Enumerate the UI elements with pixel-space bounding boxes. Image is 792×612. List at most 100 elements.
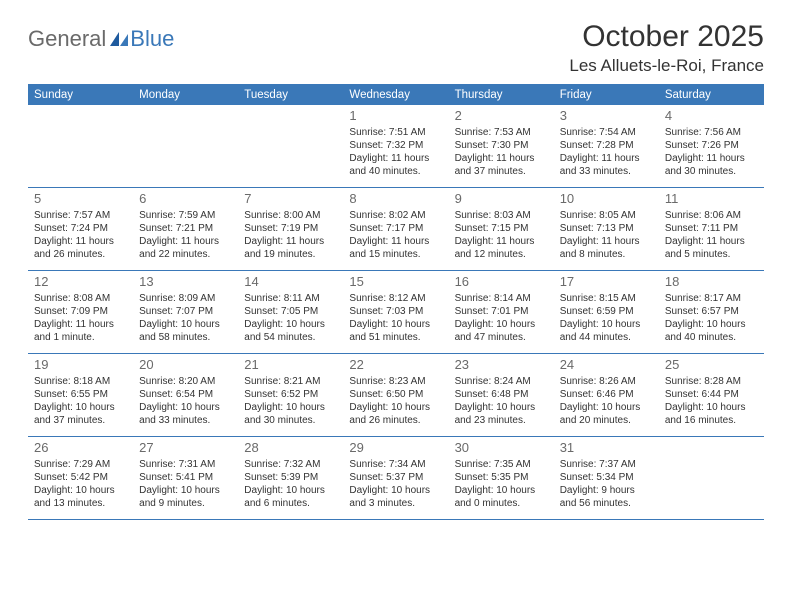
day-number: 20 [139, 357, 232, 374]
day-cell [238, 105, 343, 187]
day-cell: 21Sunrise: 8:21 AMSunset: 6:52 PMDayligh… [238, 354, 343, 436]
daylight-line: Daylight: 10 hours and 23 minutes. [455, 401, 548, 427]
sunrise-line: Sunrise: 7:54 AM [560, 126, 653, 139]
sunrise-line: Sunrise: 8:06 AM [665, 209, 758, 222]
day-number: 17 [560, 274, 653, 291]
day-cell [659, 437, 764, 519]
day-number: 6 [139, 191, 232, 208]
day-number: 16 [455, 274, 548, 291]
sunrise-line: Sunrise: 7:29 AM [34, 458, 127, 471]
daylight-line: Daylight: 10 hours and 33 minutes. [139, 401, 232, 427]
day-cell: 12Sunrise: 8:08 AMSunset: 7:09 PMDayligh… [28, 271, 133, 353]
sunrise-line: Sunrise: 8:11 AM [244, 292, 337, 305]
daylight-line: Daylight: 11 hours and 33 minutes. [560, 152, 653, 178]
day-cell: 5Sunrise: 7:57 AMSunset: 7:24 PMDaylight… [28, 188, 133, 270]
sunrise-line: Sunrise: 8:05 AM [560, 209, 653, 222]
daylight-line: Daylight: 10 hours and 58 minutes. [139, 318, 232, 344]
sunrise-line: Sunrise: 8:18 AM [34, 375, 127, 388]
daylight-line: Daylight: 11 hours and 5 minutes. [665, 235, 758, 261]
weekday-header-row: SundayMondayTuesdayWednesdayThursdayFrid… [28, 85, 764, 105]
daylight-line: Daylight: 10 hours and 3 minutes. [349, 484, 442, 510]
week-row: 26Sunrise: 7:29 AMSunset: 5:42 PM Dayligh… [28, 437, 764, 520]
day-cell: 29Sunrise: 7:34 AMSunset: 5:37 PMDayligh… [343, 437, 448, 519]
sunrise-line: Sunrise: 8:21 AM [244, 375, 337, 388]
sunset-line: Sunset: 6:50 PM [349, 388, 442, 401]
day-number: 15 [349, 274, 442, 291]
day-number: 26 [34, 440, 127, 457]
day-number: 24 [560, 357, 653, 374]
day-number: 1 [349, 108, 442, 125]
sunrise-line: Sunrise: 7:32 AM [244, 458, 337, 471]
sunset-line: Sunset: 5:41 PM [139, 471, 232, 484]
day-cell [133, 105, 238, 187]
day-number: 12 [34, 274, 127, 291]
sunrise-line: Sunrise: 7:37 AM [560, 458, 653, 471]
day-cell: 6Sunrise: 7:59 AMSunset: 7:21 PMDaylight… [133, 188, 238, 270]
page-title: October 2025 [569, 20, 764, 54]
sunset-line: Sunset: 7:07 PM [139, 305, 232, 318]
daylight-line: Daylight: 10 hours and 26 minutes. [349, 401, 442, 427]
sunset-line: Sunset: 5:37 PM [349, 471, 442, 484]
logo: General Blue [28, 26, 174, 52]
daylight-line: Daylight: 10 hours and 40 minutes. [665, 318, 758, 344]
sunset-line: Sunset: 7:26 PM [665, 139, 758, 152]
day-cell: 22Sunrise: 8:23 AMSunset: 6:50 PMDayligh… [343, 354, 448, 436]
week-row: 19Sunrise: 8:18 AMSunset: 6:55 PMDayligh… [28, 354, 764, 437]
sunrise-line: Sunrise: 7:51 AM [349, 126, 442, 139]
sunset-line: Sunset: 7:30 PM [455, 139, 548, 152]
day-number: 8 [349, 191, 442, 208]
sunrise-line: Sunrise: 8:23 AM [349, 375, 442, 388]
sunrise-line: Sunrise: 8:09 AM [139, 292, 232, 305]
sunrise-line: Sunrise: 8:14 AM [455, 292, 548, 305]
header: General Blue October 2025 Les Alluets-le… [28, 20, 764, 76]
day-cell: 25Sunrise: 8:28 AMSunset: 6:44 PMDayligh… [659, 354, 764, 436]
day-cell: 28Sunrise: 7:32 AMSunset: 5:39 PMDayligh… [238, 437, 343, 519]
sunrise-line: Sunrise: 8:02 AM [349, 209, 442, 222]
day-cell: 1Sunrise: 7:51 AMSunset: 7:32 PMDaylight… [343, 105, 448, 187]
day-cell: 15Sunrise: 8:12 AMSunset: 7:03 PMDayligh… [343, 271, 448, 353]
day-number: 10 [560, 191, 653, 208]
sunset-line: Sunset: 7:13 PM [560, 222, 653, 235]
week-row: 1Sunrise: 7:51 AMSunset: 7:32 PMDaylight… [28, 105, 764, 188]
day-number: 13 [139, 274, 232, 291]
day-cell [28, 105, 133, 187]
sunrise-line: Sunrise: 8:08 AM [34, 292, 127, 305]
sunset-line: Sunset: 5:35 PM [455, 471, 548, 484]
day-cell: 16Sunrise: 8:14 AMSunset: 7:01 PMDayligh… [449, 271, 554, 353]
logo-sail-icon [110, 32, 128, 46]
weekday-header: Friday [554, 85, 659, 105]
daylight-line: Daylight: 11 hours and 12 minutes. [455, 235, 548, 261]
day-number: 14 [244, 274, 337, 291]
day-number: 11 [665, 191, 758, 208]
day-cell: 27Sunrise: 7:31 AMSunset: 5:41 PMDayligh… [133, 437, 238, 519]
calendar-body: 1Sunrise: 7:51 AMSunset: 7:32 PMDaylight… [28, 105, 764, 520]
sunrise-line: Sunrise: 7:34 AM [349, 458, 442, 471]
day-cell: 2Sunrise: 7:53 AMSunset: 7:30 PMDaylight… [449, 105, 554, 187]
sunrise-line: Sunrise: 7:59 AM [139, 209, 232, 222]
day-cell: 18Sunrise: 8:17 AMSunset: 6:57 PMDayligh… [659, 271, 764, 353]
sunrise-line: Sunrise: 7:57 AM [34, 209, 127, 222]
day-cell: 23Sunrise: 8:24 AMSunset: 6:48 PMDayligh… [449, 354, 554, 436]
sunset-line: Sunset: 6:52 PM [244, 388, 337, 401]
day-number: 19 [34, 357, 127, 374]
day-number: 25 [665, 357, 758, 374]
day-cell: 26Sunrise: 7:29 AMSunset: 5:42 PMDayligh… [28, 437, 133, 519]
daylight-line: Daylight: 10 hours and 54 minutes. [244, 318, 337, 344]
weekday-header: Monday [133, 85, 238, 105]
day-cell: 17Sunrise: 8:15 AMSunset: 6:59 PMDayligh… [554, 271, 659, 353]
sunset-line: Sunset: 5:42 PM [34, 471, 127, 484]
sunset-line: Sunset: 6:46 PM [560, 388, 653, 401]
sunset-line: Sunset: 7:17 PM [349, 222, 442, 235]
day-cell: 20Sunrise: 8:20 AMSunset: 6:54 PMDayligh… [133, 354, 238, 436]
day-number: 2 [455, 108, 548, 125]
day-cell: 10Sunrise: 8:05 AMSunset: 7:13 PMDayligh… [554, 188, 659, 270]
daylight-line: Daylight: 10 hours and 51 minutes. [349, 318, 442, 344]
weekday-header: Sunday [28, 85, 133, 105]
sunset-line: Sunset: 7:15 PM [455, 222, 548, 235]
sunset-line: Sunset: 7:09 PM [34, 305, 127, 318]
title-block: October 2025 Les Alluets-le-Roi, France [569, 20, 764, 76]
sunset-line: Sunset: 7:05 PM [244, 305, 337, 318]
daylight-line: Daylight: 11 hours and 30 minutes. [665, 152, 758, 178]
weekday-header: Saturday [659, 85, 764, 105]
sunrise-line: Sunrise: 7:53 AM [455, 126, 548, 139]
